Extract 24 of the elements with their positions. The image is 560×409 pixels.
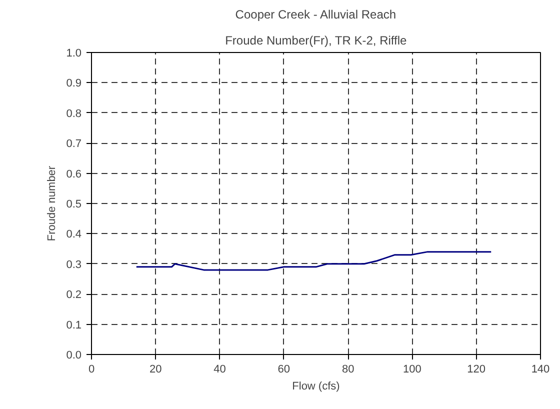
y-tick-label: 1.0 [66,48,82,60]
y-axis-title: Froude number [46,166,58,242]
x-tick-label: 0 [88,364,95,376]
y-tick-label: 0.3 [66,258,82,271]
x-tick-label: 20 [150,364,162,376]
y-tick-label: 0.1 [66,319,82,332]
chart-title: Cooper Creek - Alluvial Reach [235,8,396,22]
y-tick-label: 0.5 [66,198,82,210]
y-tick-label: 0.6 [66,168,82,180]
y-tick-label: 0.2 [66,289,82,302]
chart-subtitle: Froude Number(Fr), TR K-2, Riffle [225,34,408,48]
y-tick-label: 0.0 [66,350,82,362]
y-tick-label: 0.7 [66,138,82,150]
x-tick-label: 60 [278,364,290,376]
x-tick-label: 140 [531,364,550,376]
y-tick-label: 0.4 [66,228,82,241]
line-series [136,251,492,271]
x-axis-title: Flow (cfs) [292,380,340,392]
y-tick-label: 0.8 [66,108,82,120]
y-tick-label: 0.9 [66,78,82,90]
x-tick-label: 40 [214,364,226,376]
x-tick-label: 120 [467,364,486,376]
x-tick-label: 80 [342,364,354,376]
x-tick-label: 100 [403,364,422,376]
